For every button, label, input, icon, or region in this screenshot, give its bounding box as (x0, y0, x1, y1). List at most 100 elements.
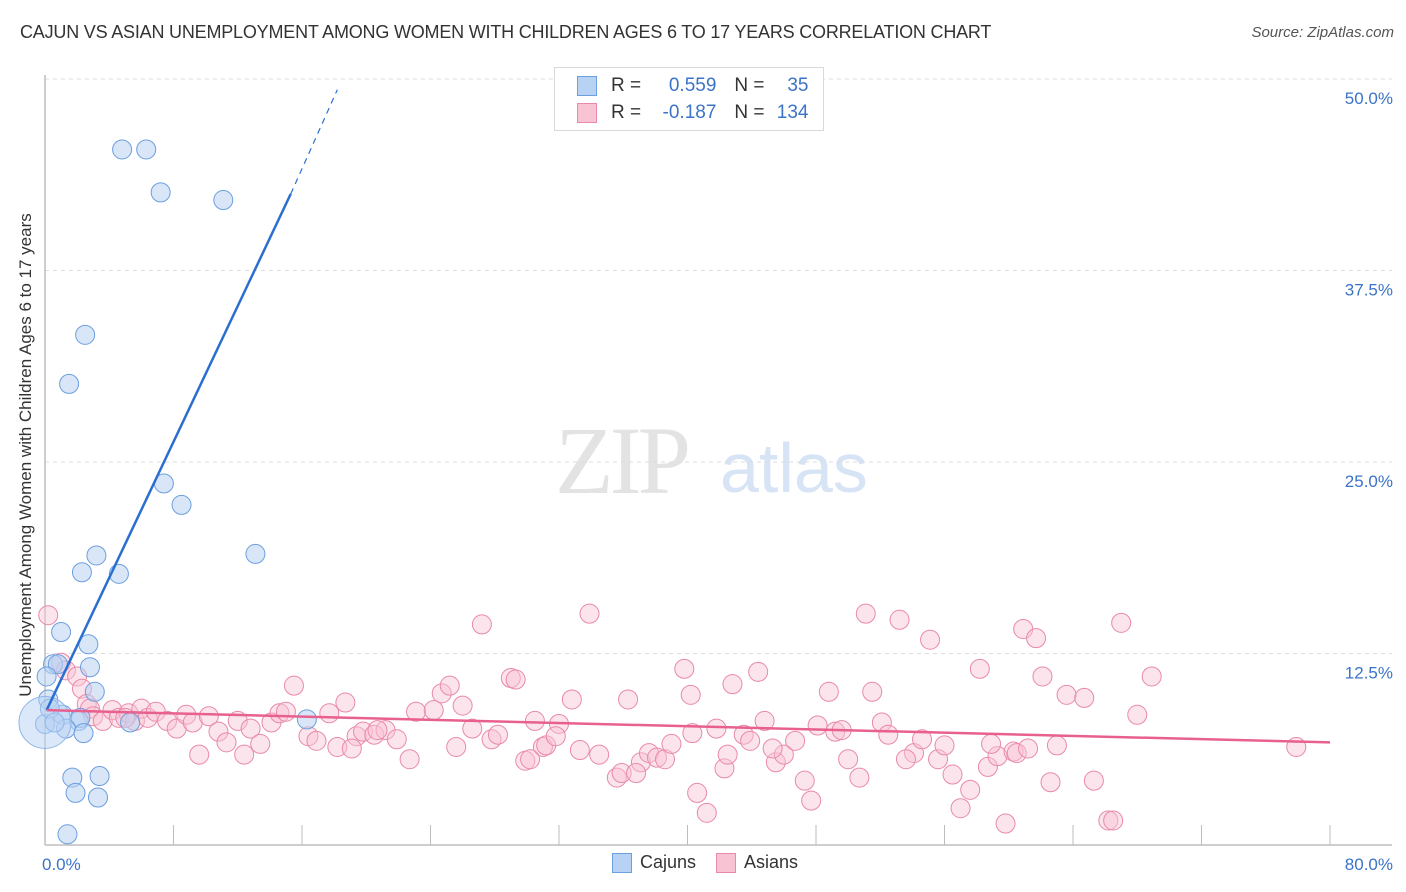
n-value-asians: 134 (776, 102, 809, 123)
cajun-swatch-icon (577, 76, 597, 96)
x-tick-label: 80.0% (1345, 855, 1393, 874)
legend-label-asians: Asians (744, 852, 799, 872)
asian-point (862, 681, 883, 702)
asian-point (646, 747, 667, 768)
cajun-trend-extension (290, 89, 338, 195)
asian-point (353, 721, 374, 742)
y-tick-label: 12.5% (1345, 664, 1393, 683)
asian-point (275, 701, 296, 722)
asian-point (306, 730, 327, 751)
n-label: N = (734, 102, 765, 123)
legend-item-asians[interactable]: Asians (716, 852, 798, 873)
asian-point (981, 733, 1002, 754)
asian-point (399, 749, 420, 770)
asian-point (327, 736, 348, 757)
asian-point (471, 614, 492, 635)
cajun-point (18, 695, 72, 749)
asian-point (785, 730, 806, 751)
asian-point (1032, 666, 1053, 687)
asian-point (960, 779, 981, 800)
y-tick-label: 37.5% (1345, 281, 1393, 300)
asian-point (611, 762, 632, 783)
asian-point (1040, 772, 1061, 793)
asian-point (680, 684, 701, 705)
asian-point (838, 749, 859, 770)
cajun-point (79, 657, 100, 678)
asian-point (754, 710, 775, 731)
asian-point (696, 802, 717, 823)
legend-item-cajuns[interactable]: Cajuns (612, 852, 696, 873)
asian-point (462, 718, 483, 739)
asian-point (250, 733, 271, 754)
cajun-point (59, 373, 80, 394)
n-label: N = (734, 75, 765, 96)
asian-point (1046, 735, 1067, 756)
asian-point (1103, 810, 1124, 831)
asian-point (674, 658, 695, 679)
cajun-point (65, 782, 86, 803)
stats-legend: R = 0.559 N = 35 R = -0.187 N = 134 (554, 67, 824, 131)
asian-swatch-icon (716, 852, 737, 873)
asian-point (283, 675, 304, 696)
asian-point (895, 749, 916, 770)
source-label: Source: ZipAtlas.com (1251, 24, 1394, 41)
asian-point (561, 689, 582, 710)
asian-point (794, 770, 815, 791)
asian-point (1056, 684, 1077, 705)
asian-swatch-icon (577, 103, 597, 123)
asian-point (38, 605, 59, 626)
asian-point (423, 700, 444, 721)
asian-point (740, 730, 761, 751)
asian-point (733, 724, 754, 745)
cajun-point (71, 562, 92, 583)
cajun-point (245, 543, 266, 564)
asian-point (807, 715, 828, 736)
asian-trend-line (46, 708, 1331, 744)
asian-point (920, 629, 941, 650)
asian-point (995, 813, 1016, 834)
asian-point (1026, 628, 1047, 649)
cajun-point (75, 324, 96, 345)
n-value-cajuns: 35 (787, 75, 809, 96)
asian-point (801, 790, 822, 811)
asian-point (942, 764, 963, 785)
asian-point (524, 710, 545, 731)
asian-point (240, 718, 261, 739)
cajun-point (84, 681, 105, 702)
asian-point (1141, 666, 1162, 687)
legend-row-cajuns: R = 0.559 N = 35 (577, 74, 809, 98)
asian-point (1018, 738, 1039, 759)
cajun-point (57, 824, 78, 845)
asian-point (341, 738, 362, 759)
asian-point (234, 744, 255, 765)
cajun-point (86, 545, 107, 566)
cajun-point (36, 666, 57, 687)
asian-point (912, 729, 933, 750)
asian-point (446, 736, 467, 757)
asian-point (208, 721, 229, 742)
cajun-point (120, 712, 141, 733)
asian-point (406, 701, 427, 722)
series-legend: Cajuns Asians (612, 852, 818, 873)
cajun-point (296, 709, 317, 730)
asian-point (748, 661, 769, 682)
asian-point (969, 658, 990, 679)
watermark-zip: ZIP (555, 407, 691, 514)
asian-point (878, 724, 899, 745)
watermark-atlas: atlas (720, 429, 868, 507)
asian-point (987, 746, 1008, 767)
cajun-point (213, 190, 234, 211)
asian-point (367, 720, 388, 741)
asian-point (1098, 810, 1119, 831)
asian-point (934, 735, 955, 756)
asian-point (166, 718, 187, 739)
asian-point (1006, 743, 1027, 764)
asian-point (849, 767, 870, 788)
asian-point (319, 703, 340, 724)
asian-point (520, 749, 541, 770)
asian-point (950, 798, 971, 819)
asian-point (216, 732, 237, 753)
cajun-point (73, 723, 94, 744)
asian-point (569, 740, 590, 761)
